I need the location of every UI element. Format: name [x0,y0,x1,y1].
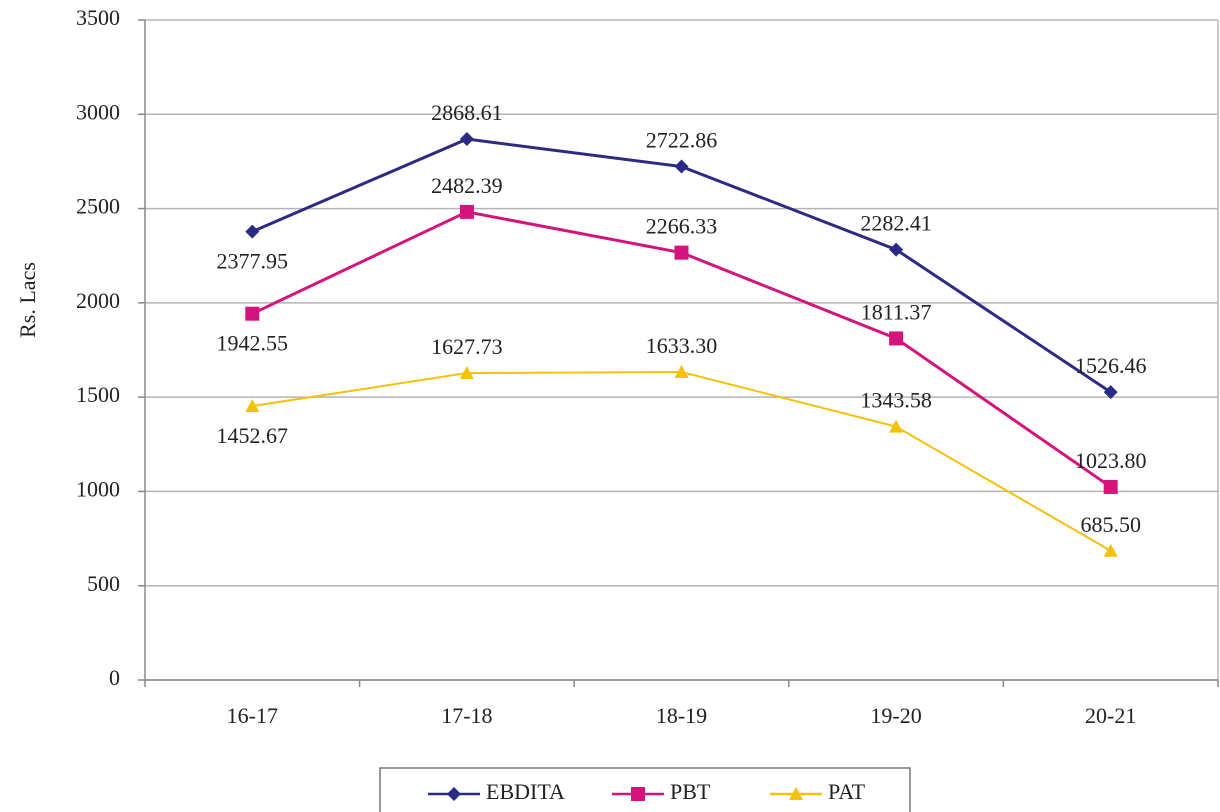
data-label: 685.50 [1080,512,1141,537]
y-tick-label: 3000 [76,99,120,124]
y-tick-label: 1500 [76,382,120,407]
x-tick-label: 17-18 [441,703,492,728]
marker [447,787,461,801]
data-label: 2868.61 [431,100,503,125]
legend-label: PAT [828,779,866,804]
marker [674,159,689,174]
data-label: 2482.39 [431,173,503,198]
marker [889,331,904,346]
data-label: 2722.86 [646,128,718,153]
legend-label: PBT [670,779,711,804]
data-label: 1942.55 [217,331,289,356]
data-label: 1452.67 [217,423,289,448]
legend: EBDITA PBT PAT [379,767,911,812]
marker [245,306,260,321]
data-label: 1526.46 [1075,353,1147,378]
y-tick-label: 3500 [76,5,120,30]
marker [1103,385,1118,400]
marker [1103,479,1118,494]
data-label: 1343.58 [860,388,932,413]
marker [889,419,904,433]
y-tick-label: 0 [109,665,120,690]
legend-label: EBDITA [486,779,565,804]
marker [674,245,689,260]
data-label: 1627.73 [431,334,503,359]
x-tick-label: 16-17 [227,703,278,728]
marker [1103,543,1118,557]
x-tick-label: 20-21 [1085,703,1136,728]
marker [245,399,260,413]
data-label: 1811.37 [861,299,932,324]
marker [789,787,803,800]
x-tick-label: 19-20 [870,703,921,728]
y-tick-label: 2500 [76,194,120,219]
marker [459,366,474,380]
marker [631,787,645,801]
marker [245,224,260,239]
marker [674,365,689,379]
y-tick-label: 1000 [76,476,120,501]
marker [459,204,474,219]
data-label: 1023.80 [1075,448,1147,473]
data-label: 2266.33 [646,214,718,239]
y-axis-label: Rs. Lacs [15,262,40,338]
marker [889,242,904,257]
y-tick-label: 2000 [76,288,120,313]
marker [459,132,474,147]
data-label: 2282.41 [860,211,932,236]
data-label: 1633.30 [646,333,718,358]
data-label: 2377.95 [217,249,289,274]
x-tick-label: 18-19 [656,703,707,728]
y-tick-label: 500 [87,571,120,596]
